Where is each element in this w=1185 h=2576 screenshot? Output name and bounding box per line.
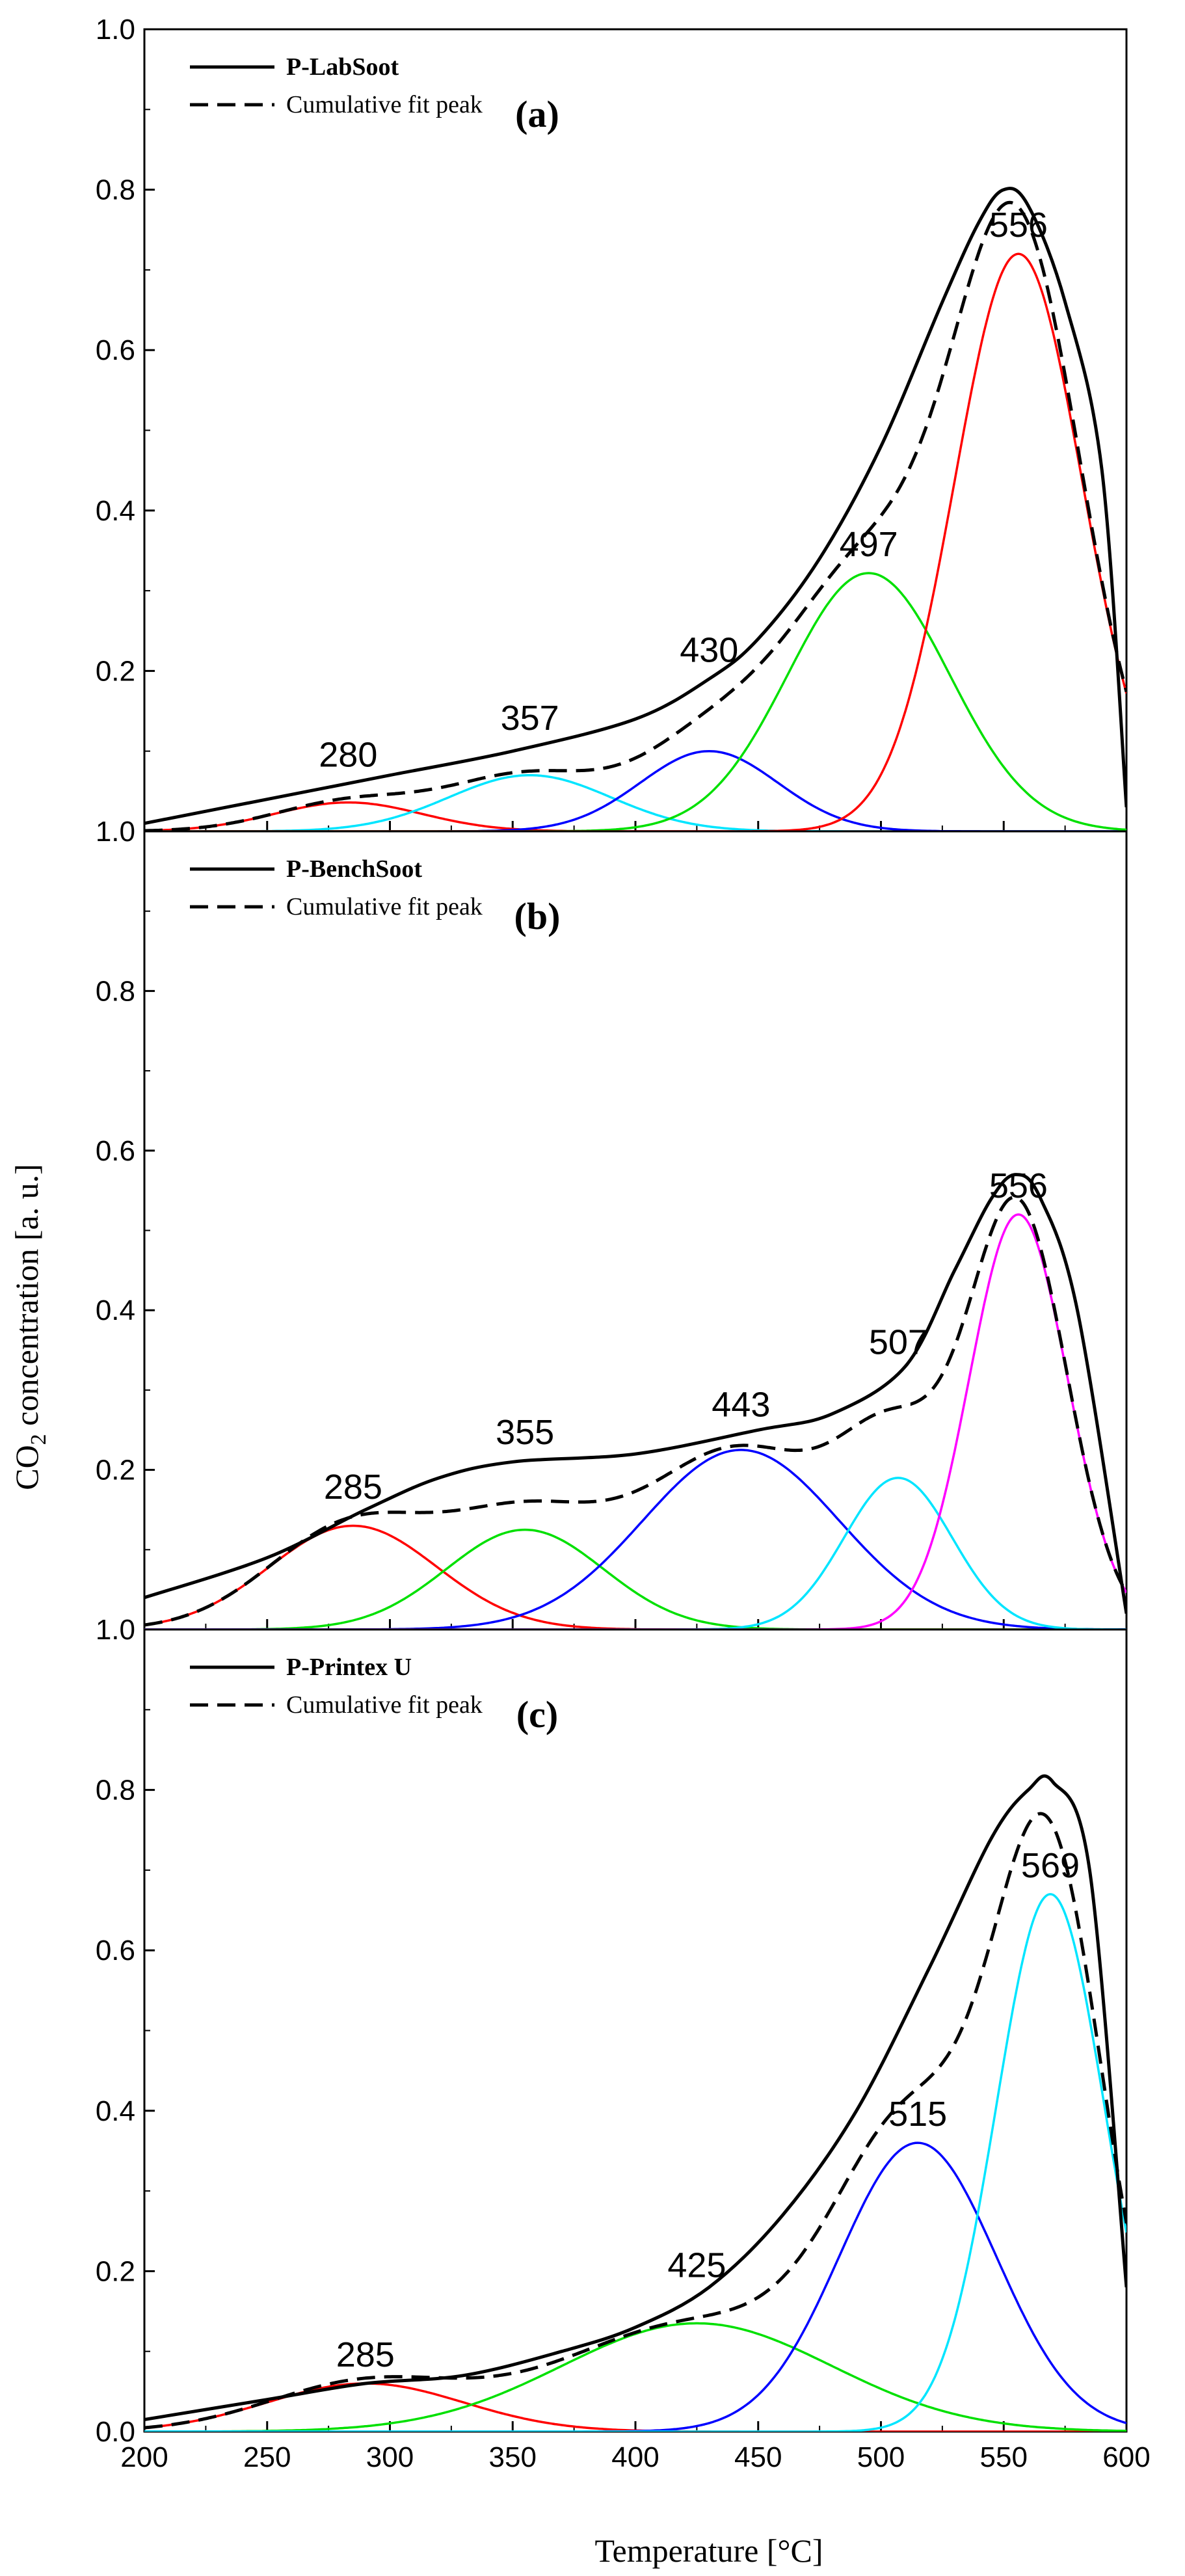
panel-1: 1.0 0.2 0.4 0.6 0.8 1.0 280 357 430 497 556 P-LabSo…	[96, 14, 1128, 848]
peak-label-507: 507	[869, 1322, 927, 1362]
y-axis-title: CO2 concentration [a. u.]	[8, 1164, 51, 1490]
y-tick-label: 0.6	[96, 334, 135, 366]
measured-line	[144, 1774, 1126, 2421]
y-tick-label: 0.4	[96, 495, 135, 527]
cumulative-fit-line	[144, 1195, 1126, 1627]
peak-label-443: 443	[712, 1385, 770, 1424]
y-tick-label: 0.2	[96, 655, 135, 687]
peak-label-515: 515	[888, 2095, 947, 2134]
x-tick-label: 550	[980, 2441, 1028, 2473]
peak-label-280: 280	[319, 735, 377, 774]
y-tick-label: 0.2	[96, 1455, 135, 1486]
y-tick-label: 0.8	[96, 1775, 135, 1806]
y-tick-label: 0.6	[96, 1935, 135, 1966]
panel-label: (c)	[516, 1693, 558, 1736]
peak-label-556: 556	[989, 206, 1048, 245]
x-tick-label: 600	[1102, 2441, 1150, 2473]
peak-label-285: 285	[324, 1468, 382, 1507]
peak-label-430: 430	[680, 631, 738, 670]
y-tick-label: 0.0	[96, 2416, 135, 2448]
peak-357-curve	[144, 773, 1126, 831]
measured-line	[144, 1173, 1126, 1614]
y-tick-label: 0.8	[96, 174, 135, 206]
legend-sample-label: P-Printex U	[286, 1654, 412, 1681]
panel-label: (b)	[514, 895, 561, 937]
peak-515-curve	[144, 2141, 1126, 2432]
peak-285-curve	[144, 1524, 1126, 1630]
peak-556-curve	[144, 1213, 1126, 1630]
peak-430-curve	[144, 749, 1126, 831]
y-tick-label: 1.0	[96, 14, 135, 46]
curves	[144, 1173, 1126, 1630]
peak-425-curve	[144, 2322, 1126, 2432]
y-tick-label: 0.4	[96, 2095, 135, 2127]
peak-443-curve	[144, 1449, 1126, 1630]
y-tick-label: 0.6	[96, 1135, 135, 1167]
peak-label-425: 425	[667, 2246, 726, 2285]
peak-label-355: 355	[496, 1413, 554, 1452]
x-tick-label: 500	[857, 2441, 905, 2473]
peak-label-357: 357	[501, 699, 559, 738]
peak-497-curve	[144, 572, 1126, 831]
x-tick-label: 250	[243, 2441, 291, 2473]
peak-355-curve	[144, 1528, 1126, 1630]
plot-frame	[143, 28, 1128, 833]
legend-fit-label: Cumulative fit peak	[286, 893, 483, 920]
panel-label: (a)	[515, 93, 559, 135]
cumulative-fit-line	[144, 200, 1126, 831]
x-axis-title: Temperature [°C]	[594, 2532, 823, 2569]
y-tick-label: 1.0	[96, 816, 135, 848]
x-tick-label: 450	[734, 2441, 782, 2473]
y-tick-label: 0.4	[96, 1295, 135, 1326]
panel-3: 0.0 0.2 0.4 0.6 0.8 200 250 300 350 400 450 500 550 6…	[96, 1628, 1151, 2473]
y-tick-label: 1.0	[96, 1614, 135, 1646]
legend-sample-label: P-BenchSoot	[286, 855, 422, 883]
peak-569-curve	[144, 1893, 1126, 2432]
measured-line	[144, 187, 1126, 825]
x-tick-label: 300	[366, 2441, 414, 2473]
peak-label-556: 556	[989, 1166, 1048, 1205]
legend-fit-label: Cumulative fit peak	[286, 1691, 483, 1719]
plot-frame	[143, 830, 1128, 1631]
x-tick-label: 350	[489, 2441, 537, 2473]
y-tick-label: 0.8	[96, 975, 135, 1007]
peak-556-curve	[144, 252, 1126, 831]
cumulative-fit-line	[144, 1812, 1126, 2430]
y-tick-label: 0.2	[96, 2255, 135, 2287]
peak-507-curve	[144, 1477, 1126, 1630]
legend-fit-label: Cumulative fit peak	[286, 91, 483, 118]
x-tick-label: 200	[120, 2441, 168, 2473]
peak-label-497: 497	[840, 525, 898, 564]
curves	[144, 187, 1126, 831]
panel-2: 1.0 0.2 0.4 0.6 0.8 285 355 443 507 556 P-BenchSoo…	[96, 830, 1128, 1646]
peak-label-285: 285	[336, 2335, 395, 2374]
plot-frame	[143, 1628, 1128, 2433]
legend-sample-label: P-LabSoot	[286, 53, 399, 81]
x-tick-label: 400	[611, 2441, 659, 2473]
peak-label-569: 569	[1021, 1846, 1080, 1885]
curves	[144, 1774, 1126, 2432]
